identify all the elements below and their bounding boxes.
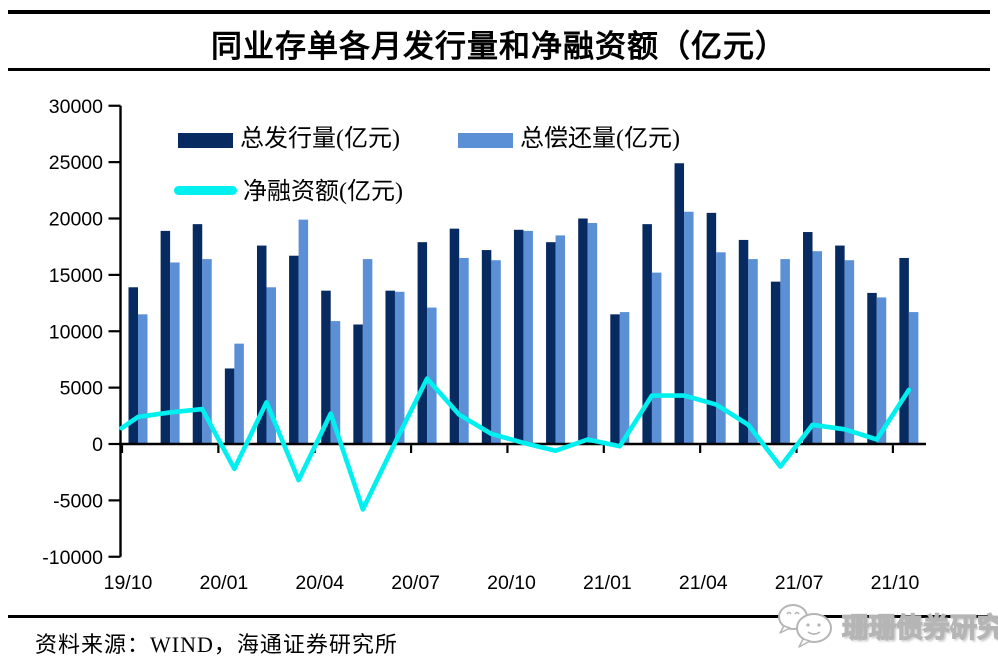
issuance-bar [835,245,845,444]
issuance-bar [578,218,588,444]
issuance-bar [192,224,203,444]
repayment-bar [684,211,694,444]
issuance-bar [353,324,363,444]
issuance-bar [256,245,267,444]
repayment-legend-swatch [458,133,513,148]
issuance-bar [546,242,556,444]
issuance-bar [385,290,395,444]
y-axis-tick-label: 30000 [49,96,103,118]
issuance-bar [289,255,299,444]
repayment-bar [234,343,244,444]
repayment-bar [362,259,373,444]
issuance-bar [417,242,428,444]
y-axis-tick-label: -10000 [42,547,103,569]
repayment-bar [523,230,533,444]
y-axis-tick-label: 15000 [49,265,103,287]
repayment-bar [716,252,726,444]
repayment-bar [394,291,405,444]
y-axis-tick-label: 5000 [60,378,104,400]
issuance-bar [867,292,877,444]
issuance-legend-label: 总发行量(亿元) [240,126,400,152]
repayment-bar [330,321,341,444]
top-rule [8,10,990,14]
repayment-bar [619,312,630,444]
issuance-legend-swatch [178,133,233,148]
issuance-bar [899,257,909,444]
x-axis-tick-label: 20/10 [487,572,536,594]
y-axis-tick-label: -5000 [53,490,103,512]
chart-title: 同业存单各月发行量和净融资额（亿元） [211,29,787,64]
x-axis-tick-label: 20/04 [295,572,344,594]
x-axis-tick-label: 21/04 [679,572,728,594]
issuance-bar [674,163,685,444]
chart-canvas: 30000 25000 20000 15000 10000 5000 0 -5000 -1000… [42,96,926,594]
net-line-legend-label: 净融资额(亿元) [243,179,403,205]
y-axis-tick-label: 20000 [49,209,103,231]
x-axis-tick-label: 19/10 [104,572,153,594]
issuance-bar [513,229,524,444]
repayment-bar [587,223,598,444]
title-divider-rule [8,68,990,71]
y-axis-tick-label: 25000 [49,152,103,174]
watermark: 珊珊债券研究 [774,598,998,656]
repayment-bar [748,259,758,444]
issuance-bar [481,250,492,444]
repayment-bar [491,260,501,444]
bottom-rule [8,615,990,618]
issuance-bar [770,281,781,444]
repayment-bar [555,235,566,444]
repayment-bar [844,260,855,444]
issuance-bar [706,212,717,444]
issuance-bar [160,230,171,444]
repayment-bar [427,307,437,444]
issuance-bar [321,290,331,444]
repayment-bar [170,262,180,444]
net-financing-line [119,376,912,512]
x-axis-tick-label: 20/01 [199,572,248,594]
issuance-bar [738,239,749,444]
repayment-bar [908,312,919,444]
issuance-bar [803,232,813,444]
y-axis-tick-label: 10000 [49,321,103,343]
issuance-bar [449,228,460,444]
watermark-text: 珊珊债券研究 [841,612,998,643]
repayment-bar [298,219,309,444]
issuance-bar [224,368,235,444]
repayment-bar [651,272,662,444]
x-axis-tick-label: 21/01 [583,572,632,594]
repayment-bar [459,257,469,444]
issuance-bar [610,314,620,444]
issuance-bar [642,224,652,444]
repayment-legend-label: 总偿还量(亿元) [520,126,680,152]
repayment-bar [202,259,212,444]
x-axis-tick-label: 21/07 [775,572,824,594]
issuance-bar [128,287,138,444]
source-note: 资料来源：WIND，海通证券研究所 [35,632,398,657]
wechat-bubbles-icon [778,604,832,648]
repayment-bar [266,287,276,444]
net-line-legend-swatch [174,186,237,195]
x-axis-tick-label: 20/07 [391,572,440,594]
repayment-bar [138,314,148,444]
y-axis-tick-label: 0 [92,434,103,456]
repayment-bar [876,297,887,444]
repayment-bar [780,259,790,444]
repayment-bar [812,251,823,444]
x-axis-tick-label: 21/10 [871,572,920,594]
